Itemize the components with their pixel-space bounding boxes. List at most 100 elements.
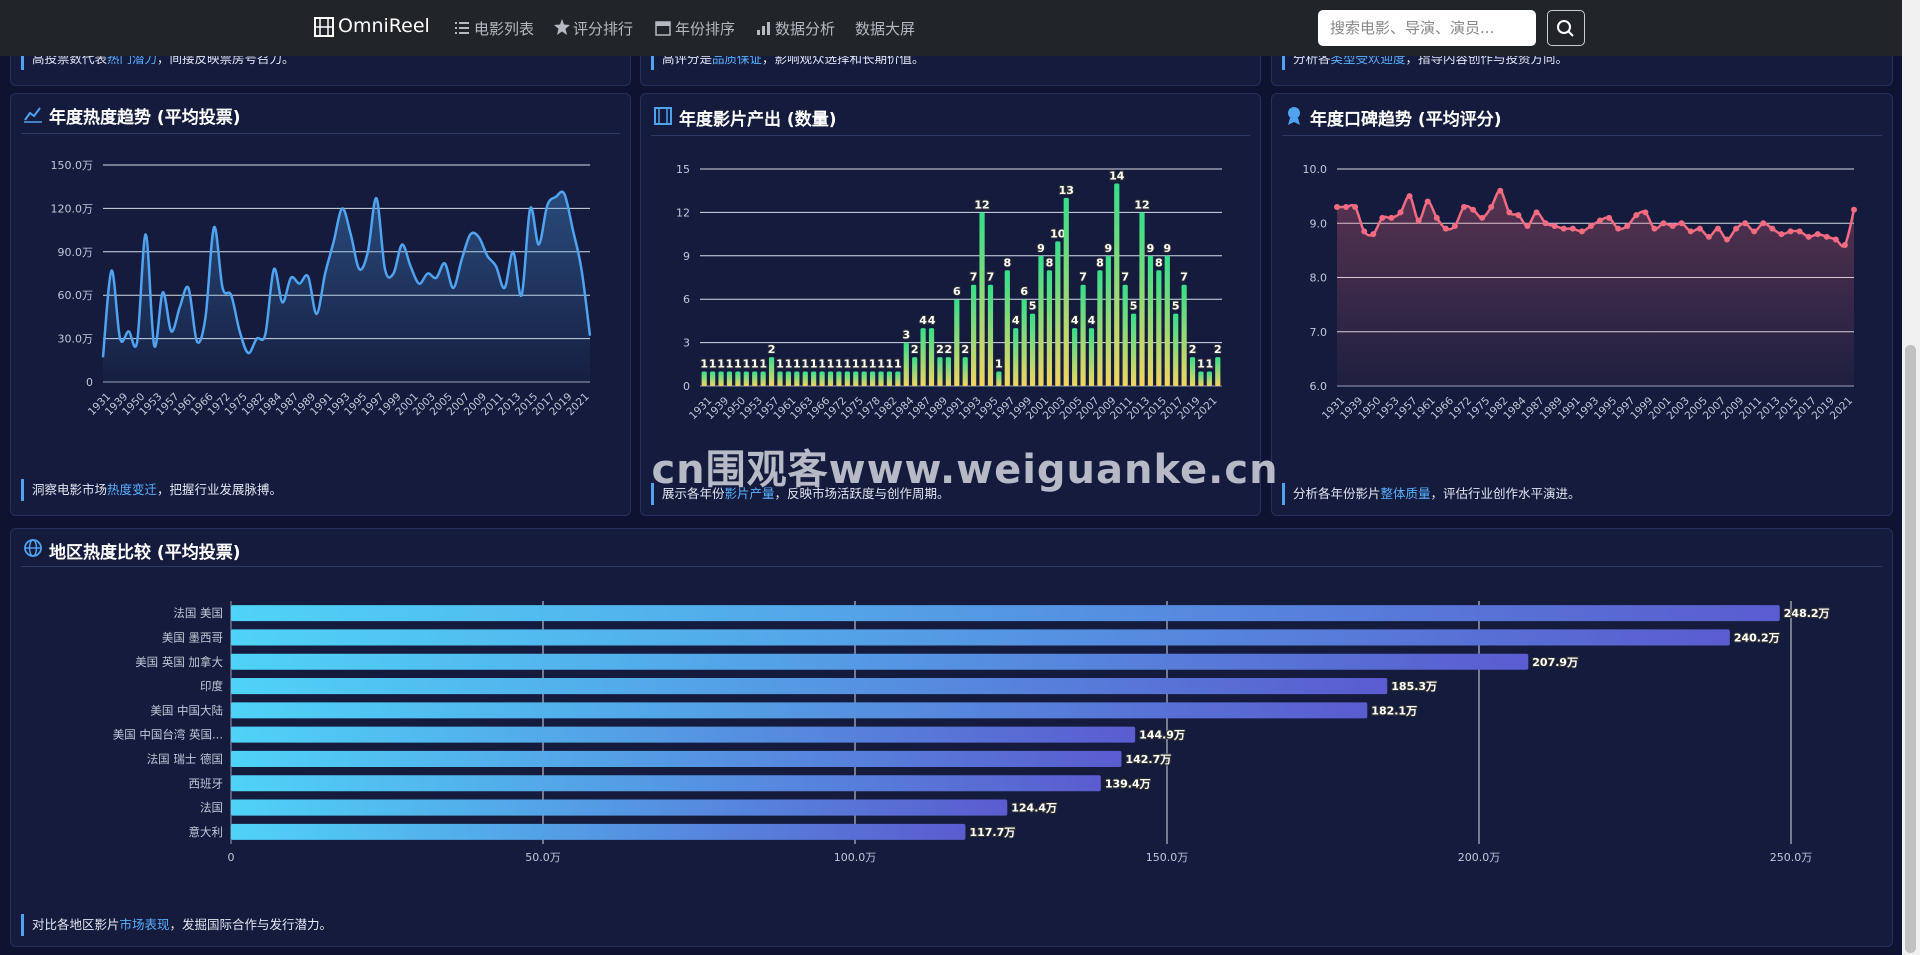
y-tick-label: 120.0万 xyxy=(51,202,94,215)
point xyxy=(1805,233,1812,240)
point xyxy=(1832,236,1839,243)
bar xyxy=(971,284,977,386)
data-label: 12 xyxy=(974,198,989,211)
data-label: 1 xyxy=(709,358,717,371)
bar xyxy=(231,823,966,840)
data-label: 1 xyxy=(860,358,868,371)
note-text: ，把握行业发展脉搏。 xyxy=(157,482,283,497)
brand[interactable]: OmniReel xyxy=(338,15,430,37)
y-tick-label: 60.0万 xyxy=(58,289,94,302)
data-label: 1 xyxy=(1197,358,1205,371)
bar xyxy=(752,371,758,386)
data-label: 5 xyxy=(1172,300,1180,313)
point xyxy=(1633,212,1640,219)
bar xyxy=(945,357,951,386)
card-title: 地区热度比较 (平均投票) xyxy=(49,543,241,563)
search-button[interactable] xyxy=(1547,10,1585,46)
x-tick-label: 250.0万 xyxy=(1770,851,1813,864)
data-label: 4 xyxy=(919,314,927,327)
data-label: 142.7万 xyxy=(1125,753,1171,766)
data-label: 5 xyxy=(1130,300,1138,313)
bar xyxy=(1189,357,1196,386)
brand-icon xyxy=(314,17,334,37)
bar xyxy=(231,775,1101,792)
point xyxy=(1533,209,1540,216)
data-label: 1 xyxy=(877,358,885,371)
separator xyxy=(21,566,1882,567)
bar xyxy=(701,371,707,386)
bar xyxy=(231,726,1136,743)
data-label: 13 xyxy=(1059,184,1074,197)
search-input[interactable]: 搜索电影、导演、演员... xyxy=(1318,10,1536,46)
note-highlight: 整体质量 xyxy=(1380,486,1431,501)
nav-link[interactable]: 评分排行 xyxy=(573,20,634,38)
point xyxy=(1751,228,1758,235)
data-label: 3 xyxy=(902,329,910,342)
data-label: 8 xyxy=(1046,256,1054,269)
bar xyxy=(231,653,1529,670)
y-tick-label: 30.0万 xyxy=(58,333,94,346)
card-title: 年度口碑趋势 (平均评分) xyxy=(1310,110,1502,130)
y-tick-label: 0 xyxy=(86,376,93,389)
data-label: 4 xyxy=(1088,314,1096,327)
note-highlight: 热度变迁 xyxy=(107,482,158,497)
bar xyxy=(777,371,783,386)
point xyxy=(1397,209,1404,216)
data-label: 1 xyxy=(827,358,835,371)
bar xyxy=(886,371,893,386)
bar xyxy=(1181,284,1187,386)
bar xyxy=(1139,212,1145,386)
card-title: 年度热度趋势 (平均投票) xyxy=(49,108,241,128)
data-label: 1 xyxy=(810,358,818,371)
bar xyxy=(785,371,792,386)
data-label: 2 xyxy=(1189,343,1197,356)
y-tick-label: 7.0 xyxy=(1310,326,1328,339)
y-tick-label: 美国 中国大陆 xyxy=(150,703,223,717)
separator xyxy=(1282,135,1882,136)
bar xyxy=(794,371,800,386)
search-icon xyxy=(1557,20,1574,37)
data-label: 1 xyxy=(793,358,801,371)
nav-link[interactable]: 数据大屏 xyxy=(855,20,916,38)
bar xyxy=(1130,313,1137,386)
point xyxy=(1460,203,1467,210)
x-tick-label: 150.0万 xyxy=(1146,851,1189,864)
point xyxy=(1778,231,1785,238)
point xyxy=(1669,222,1676,229)
nav-link[interactable]: 数据分析 xyxy=(775,20,836,38)
bar xyxy=(1122,284,1128,386)
y-tick-label: 0 xyxy=(683,380,690,393)
line xyxy=(101,190,592,358)
y-tick-label: 12 xyxy=(676,206,690,219)
nav-link[interactable]: 电影列表 xyxy=(474,20,535,38)
bar xyxy=(1164,255,1170,386)
data-label: 117.7万 xyxy=(969,826,1015,839)
bar xyxy=(1215,357,1221,386)
data-label: 1 xyxy=(742,358,750,371)
nav-link[interactable]: 年份排序 xyxy=(675,20,736,38)
bar xyxy=(231,702,1368,719)
point xyxy=(1560,225,1567,232)
bar xyxy=(1063,197,1069,386)
bar xyxy=(827,371,834,386)
point xyxy=(1551,222,1558,229)
data-label: 2 xyxy=(961,343,969,356)
data-label: 7 xyxy=(1121,271,1129,284)
bar xyxy=(760,371,766,386)
bar xyxy=(710,371,716,386)
point xyxy=(1370,231,1377,238)
chart-card: 年度影片产出 (数量) 展示各年份影片产量，反映市场活跃度与创作周期。 xyxy=(640,93,1261,516)
bar xyxy=(987,284,994,386)
data-label: 1 xyxy=(894,358,902,371)
y-tick-label: 9.0 xyxy=(1310,217,1328,230)
point xyxy=(1642,209,1649,216)
point xyxy=(1470,206,1477,213)
data-label: 1 xyxy=(700,358,708,371)
data-label: 8 xyxy=(1003,256,1011,269)
y-tick-label: 10.0 xyxy=(1303,163,1328,176)
data-label: 1 xyxy=(759,358,767,371)
bar xyxy=(1072,328,1078,386)
point xyxy=(1733,225,1740,232)
point xyxy=(1787,228,1794,235)
